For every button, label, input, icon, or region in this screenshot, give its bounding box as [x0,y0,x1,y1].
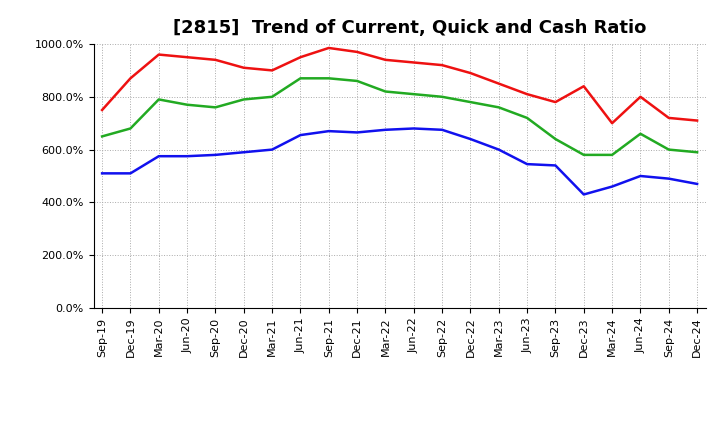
Cash Ratio [296,132,305,138]
Cash Ratio [665,176,673,181]
Cash Ratio [551,163,559,168]
Quick Ratio [381,89,390,94]
Line: Quick Ratio: Quick Ratio [102,78,697,155]
Quick Ratio [466,99,474,105]
Current Ratio [410,60,418,65]
Cash Ratio [438,127,446,132]
Current Ratio [438,62,446,68]
Cash Ratio [155,154,163,159]
Current Ratio [126,76,135,81]
Quick Ratio [353,78,361,84]
Cash Ratio [126,171,135,176]
Line: Current Ratio: Current Ratio [102,48,697,123]
Quick Ratio [126,126,135,131]
Text: [2815]  Trend of Current, Quick and Cash Ratio: [2815] Trend of Current, Quick and Cash … [174,19,647,37]
Cash Ratio [353,130,361,135]
Cash Ratio [580,192,588,197]
Quick Ratio [438,94,446,99]
Current Ratio [211,57,220,62]
Current Ratio [240,65,248,70]
Cash Ratio [211,152,220,158]
Cash Ratio [183,154,192,159]
Quick Ratio [551,136,559,142]
Quick Ratio [693,150,701,155]
Current Ratio [268,68,276,73]
Current Ratio [608,121,616,126]
Cash Ratio [268,147,276,152]
Quick Ratio [268,94,276,99]
Current Ratio [580,84,588,89]
Quick Ratio [523,115,531,121]
Cash Ratio [495,147,503,152]
Current Ratio [665,115,673,121]
Quick Ratio [98,134,107,139]
Quick Ratio [325,76,333,81]
Current Ratio [183,55,192,60]
Current Ratio [523,92,531,97]
Cash Ratio [466,136,474,142]
Quick Ratio [296,76,305,81]
Current Ratio [155,52,163,57]
Quick Ratio [636,131,644,136]
Cash Ratio [410,126,418,131]
Cash Ratio [693,181,701,187]
Current Ratio [551,99,559,105]
Cash Ratio [523,161,531,167]
Quick Ratio [495,105,503,110]
Cash Ratio [636,173,644,179]
Current Ratio [296,55,305,60]
Quick Ratio [665,147,673,152]
Cash Ratio [325,128,333,134]
Quick Ratio [608,152,616,158]
Quick Ratio [211,105,220,110]
Current Ratio [353,49,361,55]
Quick Ratio [183,102,192,107]
Current Ratio [466,70,474,76]
Current Ratio [381,57,390,62]
Quick Ratio [240,97,248,102]
Current Ratio [495,81,503,86]
Cash Ratio [608,184,616,189]
Quick Ratio [410,92,418,97]
Current Ratio [98,107,107,113]
Quick Ratio [580,152,588,158]
Line: Cash Ratio: Cash Ratio [102,128,697,194]
Cash Ratio [381,127,390,132]
Current Ratio [636,94,644,99]
Quick Ratio [155,97,163,102]
Cash Ratio [98,171,107,176]
Current Ratio [693,118,701,123]
Cash Ratio [240,150,248,155]
Current Ratio [325,45,333,51]
